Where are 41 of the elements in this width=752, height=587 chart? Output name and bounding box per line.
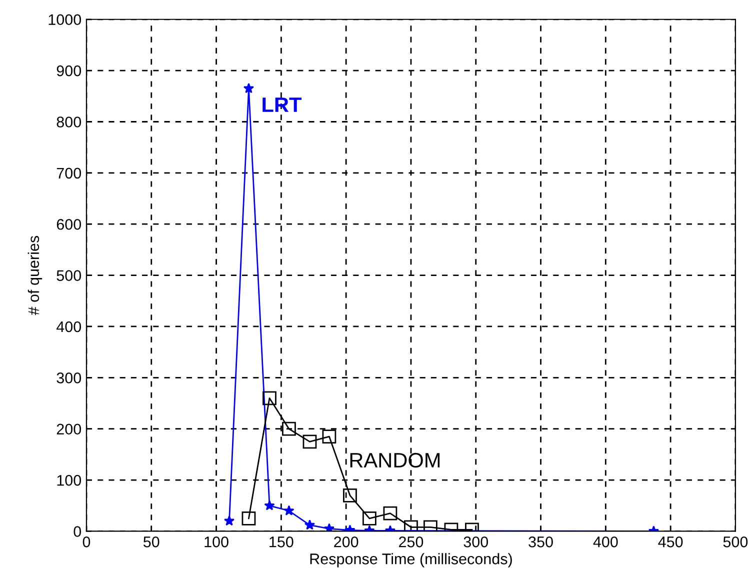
- point: [322, 430, 336, 444]
- y-tick-label: 100: [57, 474, 82, 486]
- y-tick-label: 0: [74, 526, 82, 537]
- y-tick-label: 400: [56, 321, 82, 332]
- series-label: RANDOM: [350, 452, 440, 468]
- x-tick-label: 400: [593, 536, 618, 548]
- x-tick-label: 500: [723, 536, 748, 548]
- x-tick-label: 50: [143, 536, 160, 548]
- point: [404, 520, 418, 532]
- x-tick-label: 200: [334, 536, 358, 548]
- x-tick-label: 250: [398, 536, 424, 548]
- x-axis-title: Response Time (milliseconds): [310, 553, 512, 568]
- x-tick-label: 100: [204, 536, 228, 548]
- y-tick-label: 500: [56, 270, 82, 281]
- y-tick-label: 700: [56, 168, 82, 179]
- point: [224, 515, 235, 526]
- point: [262, 391, 276, 406]
- x-tick-label: 450: [658, 536, 683, 548]
- series-label: LRT: [262, 98, 302, 112]
- point: [282, 422, 296, 436]
- y-tick-label: 200: [56, 424, 82, 435]
- point: [383, 506, 398, 520]
- y-tick-label: 900: [56, 65, 82, 76]
- x-tick-label: 150: [270, 536, 294, 548]
- y-tick-label: 600: [56, 218, 82, 230]
- point: [264, 500, 275, 510]
- x-tick-label: 0: [82, 536, 90, 548]
- y-tick-label: 300: [56, 372, 82, 384]
- point: [362, 511, 376, 526]
- point: [284, 505, 294, 516]
- x-tick-label: 300: [464, 536, 488, 548]
- y-tick-label: 800: [56, 116, 82, 128]
- point: [343, 488, 357, 502]
- point: [304, 520, 316, 530]
- point: [242, 511, 256, 526]
- y-tick-label: 1000: [48, 14, 82, 26]
- point: [302, 434, 317, 449]
- point: [324, 523, 335, 532]
- y-axis-title: # of queries: [28, 236, 42, 316]
- x-tick-label: 350: [528, 536, 553, 548]
- point: [423, 520, 438, 532]
